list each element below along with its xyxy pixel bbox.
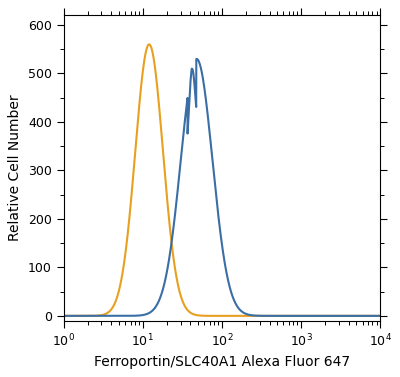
X-axis label: Ferroportin/SLC40A1 Alexa Fluor 647: Ferroportin/SLC40A1 Alexa Fluor 647 xyxy=(94,355,350,369)
Y-axis label: Relative Cell Number: Relative Cell Number xyxy=(8,95,22,241)
